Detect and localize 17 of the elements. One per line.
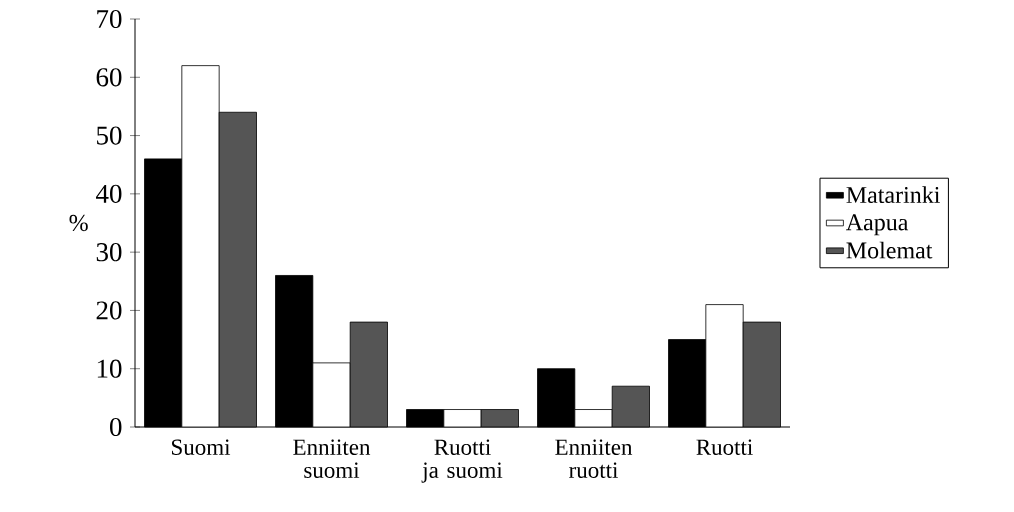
- y-tick-label: 50: [97, 126, 122, 145]
- x-tick-label: Suomi: [172, 439, 231, 455]
- y-tick-label: 60: [96, 68, 122, 87]
- x-tick-label: Ruotti: [696, 439, 753, 455]
- x-tick-label: Enniiten suomi: [293, 439, 371, 478]
- x-tick-label: Enniiten ruotti: [555, 439, 633, 478]
- y-tick-label: 40: [96, 184, 122, 203]
- y-axis-title: %: [69, 214, 88, 232]
- legend-label: Aapua: [846, 214, 909, 236]
- y-tick-label: 10: [97, 359, 122, 378]
- y-tick-label: 30: [96, 243, 122, 262]
- y-tick-label: 20: [96, 301, 122, 320]
- x-tick-label: Ruotti ja suomi: [421, 439, 503, 483]
- legend-label: Molemat: [846, 241, 933, 259]
- legend-label: Matarinki: [846, 186, 940, 204]
- y-tick-label: 0: [110, 417, 122, 437]
- y-tick-label: 70: [97, 9, 122, 29]
